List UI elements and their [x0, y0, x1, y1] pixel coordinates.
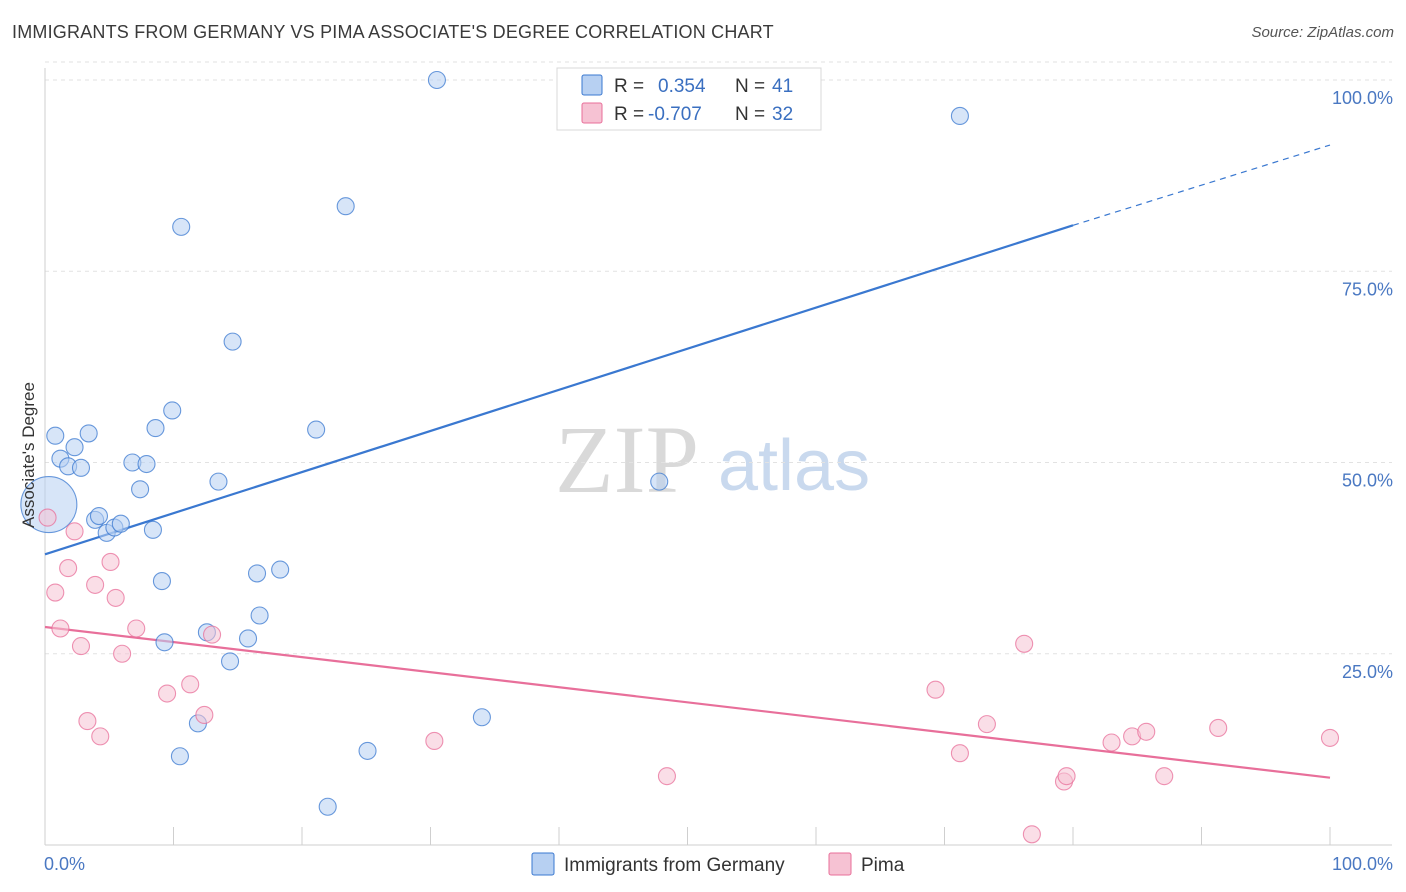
trend-line-0	[44, 224, 1074, 556]
gridlines	[45, 61, 1392, 655]
point-germany-37	[650, 472, 669, 491]
point-germany-29	[250, 606, 269, 625]
point-pima-22	[1015, 634, 1034, 653]
point-germany-0	[20, 476, 78, 534]
legend-n-label-pima: N =	[735, 104, 765, 125]
trend-line-1	[44, 625, 1331, 779]
point-germany-1	[46, 426, 65, 445]
point-pima-19	[926, 680, 945, 699]
point-pima-10	[106, 588, 125, 607]
point-germany-16	[146, 419, 165, 438]
point-pima-3	[59, 559, 78, 578]
point-germany-5	[71, 458, 91, 477]
legend-swatch-pima	[581, 102, 603, 124]
point-germany-19	[163, 401, 182, 420]
point-pima-31	[1320, 728, 1340, 747]
point-pima-20	[950, 744, 969, 763]
point-germany-17	[155, 633, 174, 652]
legend-r-label-germany: R =	[614, 76, 644, 97]
point-pima-15	[195, 705, 214, 725]
y-axis-title: Associate's Degree	[19, 382, 38, 528]
stats-legend: R = 0.354 N = 41 R = -0.707 N = 32	[556, 67, 822, 131]
point-germany-8	[89, 506, 109, 526]
point-germany-14	[137, 454, 156, 474]
point-pima-29	[1155, 767, 1174, 786]
y-tick-label-3: 100.0%	[1332, 88, 1393, 108]
series-legend-label-pima: Pima	[861, 855, 905, 876]
point-pima-6	[78, 712, 97, 731]
series-legend: Immigrants from Germany Pima	[531, 852, 905, 876]
point-germany-18	[152, 572, 171, 591]
point-germany-25	[220, 652, 240, 671]
watermark-atlas: atlas	[718, 426, 870, 506]
point-pima-25	[1057, 767, 1076, 786]
point-germany-32	[318, 797, 337, 816]
point-germany-20	[170, 747, 189, 766]
legend-swatch-germany	[581, 74, 603, 96]
point-germany-26	[223, 332, 242, 351]
y-tick-label-0: 25.0%	[1342, 662, 1393, 682]
point-pima-5	[71, 637, 91, 656]
point-germany-34	[358, 741, 377, 760]
point-germany-39	[950, 106, 969, 126]
legend-n-label-germany: N =	[735, 76, 765, 97]
point-germany-27	[238, 629, 258, 648]
point-pima-4	[65, 522, 84, 541]
trend-lines	[44, 144, 1331, 779]
point-germany-15	[143, 520, 162, 539]
legend-r-label-pima: R =	[614, 104, 644, 125]
point-pima-13	[158, 684, 177, 703]
source-credit: Source: ZipAtlas.com	[1251, 24, 1394, 41]
point-germany-24	[209, 472, 228, 491]
point-germany-11	[111, 514, 130, 533]
chart-title: IMMIGRANTS FROM GERMANY VS PIMA ASSOCIAT…	[12, 22, 774, 42]
y-tick-label-1: 50.0%	[1342, 471, 1393, 491]
point-pima-30	[1209, 718, 1228, 738]
point-pima-28	[1137, 722, 1156, 741]
series-legend-swatch-germany	[531, 852, 555, 876]
point-germany-4	[65, 438, 84, 457]
point-germany-30	[271, 560, 290, 579]
point-pima-0	[38, 508, 57, 527]
point-germany-21	[172, 217, 191, 236]
legend-n-value-pima: 32	[772, 104, 793, 125]
point-pima-16	[203, 625, 222, 644]
x-tick-label-1: 100.0%	[1332, 854, 1393, 874]
x-tick-labels: 0.0% 100.0%	[44, 854, 1393, 874]
point-pima-21	[977, 715, 996, 734]
point-germany-28	[247, 564, 267, 583]
point-pima-18	[657, 767, 676, 786]
point-germany-36	[472, 708, 491, 727]
point-pima-8	[91, 727, 110, 746]
point-pima-7	[86, 575, 105, 594]
watermark-zip: ZIP	[555, 406, 699, 513]
y-tick-label-2: 75.0%	[1342, 279, 1393, 299]
x-tick-label-0: 0.0%	[44, 854, 85, 874]
point-germany-33	[336, 197, 355, 216]
point-germany-13	[131, 480, 150, 499]
watermark: ZIP atlas	[555, 406, 870, 513]
legend-n-value-germany: 41	[772, 76, 793, 97]
point-pima-1	[46, 583, 65, 602]
point-pima-11	[113, 644, 132, 663]
y-tick-labels: 25.0% 50.0% 75.0% 100.0%	[1332, 88, 1393, 682]
axes	[44, 68, 1392, 846]
point-pima-23	[1022, 825, 1041, 844]
point-pima-2	[51, 619, 70, 638]
legend-r-value-pima: -0.707	[648, 104, 702, 125]
point-pima-12	[127, 619, 146, 638]
point-pima-26	[1102, 733, 1121, 752]
point-pima-14	[181, 675, 200, 694]
point-germany-6	[79, 424, 98, 443]
trend-line-extension-0	[1072, 144, 1331, 226]
series-legend-label-germany: Immigrants from Germany	[564, 855, 785, 876]
point-germany-35	[427, 70, 446, 90]
point-pima-17	[425, 731, 444, 751]
legend-r-value-germany: 0.354	[658, 76, 706, 97]
point-germany-31	[307, 420, 326, 439]
series-legend-swatch-pima	[828, 852, 852, 876]
point-pima-9	[101, 552, 120, 572]
